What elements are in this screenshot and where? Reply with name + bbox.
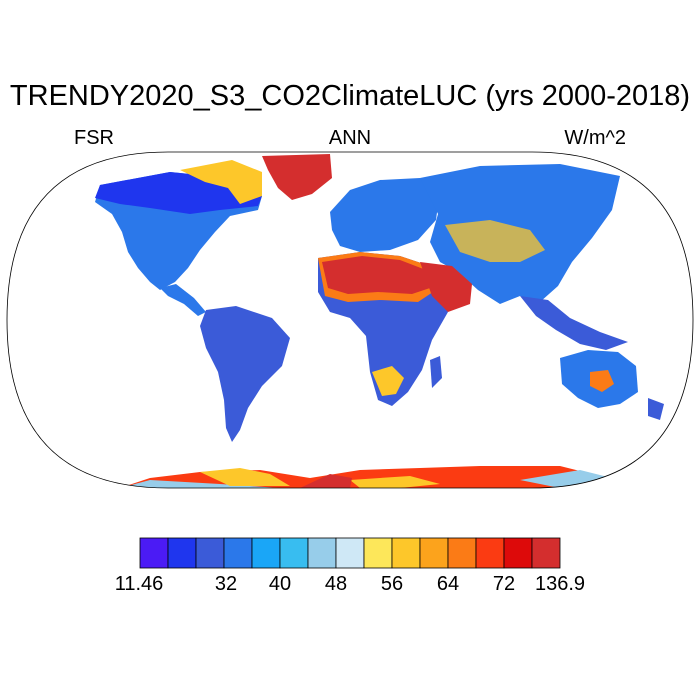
colorbar-box: [419, 537, 449, 569]
colorbar-box: [363, 537, 393, 569]
colorbar-box: [223, 537, 253, 569]
colorbar-box: [307, 537, 337, 569]
colorbar-tick-label: 11.46: [114, 573, 164, 595]
north-america-arctic: [180, 160, 262, 204]
antarctica-east-coast: [520, 470, 620, 488]
colorbar-box: [503, 537, 533, 569]
colorbar-tick-label: 56: [380, 573, 404, 595]
chart-title: TRENDY2020_S3_CO2ClimateLUC (yrs 2000-20…: [9, 80, 691, 112]
colorbar-box: [279, 537, 309, 569]
antarctica-peninsula: [200, 468, 290, 486]
europe: [330, 178, 440, 252]
asia-semiarid: [445, 220, 545, 262]
period-label: ANN: [328, 127, 372, 149]
land-regions: [95, 154, 664, 488]
units-label: W/m^2: [564, 127, 626, 149]
colorbar-tick-label: 72: [492, 573, 516, 595]
antarctica-east-light: [350, 476, 440, 488]
new-zealand: [648, 398, 664, 420]
antarctica-ross: [300, 474, 352, 488]
variable-label: FSR: [74, 127, 114, 149]
colorbar-box: [335, 537, 365, 569]
colorbar-box: [139, 537, 169, 569]
colorbar-boxes: [139, 537, 561, 569]
greenland: [262, 154, 332, 200]
central-america: [160, 284, 206, 316]
colorbar-box: [475, 537, 505, 569]
colorbar-box: [195, 537, 225, 569]
colorbar-box: [167, 537, 197, 569]
sahara-desert: [322, 256, 430, 294]
colorbar-box: [391, 537, 421, 569]
madagascar: [430, 356, 442, 388]
southern-africa-dry: [372, 366, 404, 396]
arabian-peninsula: [420, 262, 472, 312]
colorbar-tick-label: 32: [214, 573, 238, 595]
colorbar-tick-label: 136.9: [534, 573, 586, 595]
map-border: [6, 151, 694, 489]
southeast-asia: [520, 296, 628, 350]
colorbar-box: [531, 537, 561, 569]
colorbar-tick-label: 48: [324, 573, 348, 595]
colorbar-tick-label: 64: [436, 573, 460, 595]
colorbar-tick-label: 40: [268, 573, 292, 595]
colorbar-box: [447, 537, 477, 569]
australia-interior: [590, 370, 614, 392]
colorbar-box: [251, 537, 281, 569]
south-america: [200, 306, 290, 442]
